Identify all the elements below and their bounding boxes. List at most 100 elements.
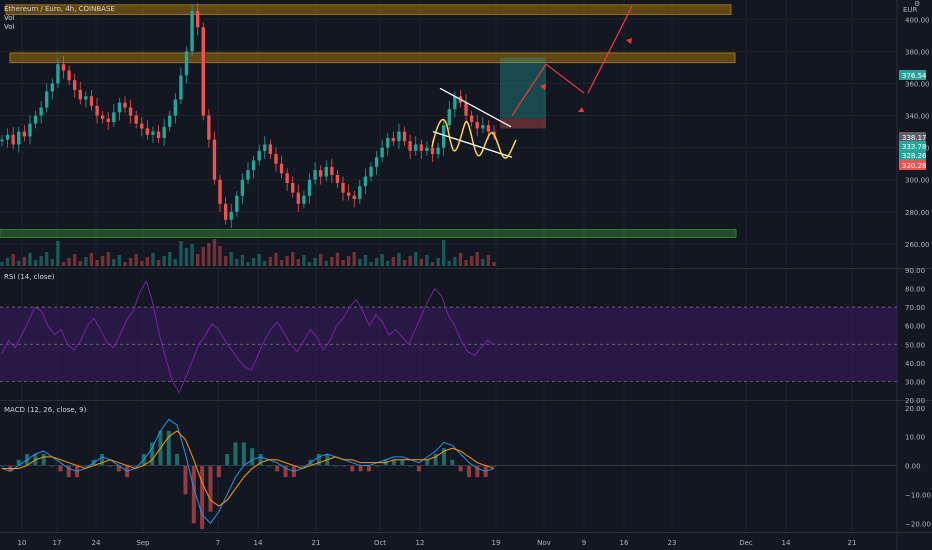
volume-bar xyxy=(386,261,390,266)
macd-histogram-bar xyxy=(283,465,288,478)
volume-bar xyxy=(223,256,228,266)
volume-bar xyxy=(229,252,233,266)
price-badge-label: 333.78 xyxy=(902,143,927,151)
arrow-down xyxy=(545,63,585,94)
volume-bar xyxy=(291,252,295,266)
candle-body xyxy=(414,144,418,151)
candle-body xyxy=(162,126,166,139)
volume-bar xyxy=(11,254,15,266)
time-tick-label: 21 xyxy=(312,539,321,547)
candle-body xyxy=(330,166,334,175)
candle-body xyxy=(341,182,345,193)
candle-body xyxy=(274,154,278,164)
candle-body xyxy=(425,147,429,151)
candle-body xyxy=(307,179,312,196)
candle-body xyxy=(100,115,105,119)
volume-bar xyxy=(134,254,138,266)
macd-tick-label: −20.00 xyxy=(905,520,931,528)
candle-body xyxy=(391,138,396,142)
volume-bar xyxy=(28,253,32,266)
macd-title: MACD (12, 26, close, 9) xyxy=(4,406,87,414)
volume-bar xyxy=(240,255,245,266)
volume-bar xyxy=(341,260,345,266)
volume-bar xyxy=(17,261,21,266)
candle-body xyxy=(442,125,446,148)
price-badge xyxy=(899,141,926,151)
candle-body xyxy=(447,109,451,126)
candle-body xyxy=(486,125,491,132)
time-tick-label: 24 xyxy=(92,539,101,547)
candle-body xyxy=(263,144,267,151)
macd-histogram-bar xyxy=(208,465,213,512)
volume-label-2: Vol xyxy=(4,23,15,31)
macd-histogram-bar xyxy=(150,442,155,466)
arrow-head-2 xyxy=(578,107,584,112)
volume-bar xyxy=(95,260,99,266)
candle-body xyxy=(67,70,71,81)
candle-body xyxy=(419,144,423,151)
candle-body xyxy=(73,80,77,90)
currency-label[interactable]: EUR xyxy=(903,6,918,14)
volume-bar xyxy=(218,246,222,266)
candle-body xyxy=(246,170,250,180)
candle-body xyxy=(386,138,390,148)
candle-body xyxy=(196,11,200,28)
candle-body xyxy=(335,174,340,183)
volume-bar xyxy=(33,260,38,266)
volume-bar xyxy=(235,259,239,266)
volume-bar xyxy=(335,253,340,266)
macd-histogram-bar xyxy=(358,465,363,472)
macd-tick-label: 0.00 xyxy=(905,463,921,471)
candle-body xyxy=(453,96,457,110)
wedge-upper-line xyxy=(439,87,512,128)
price-tick-label: 400.00 xyxy=(905,16,930,24)
candle-body xyxy=(117,102,122,113)
candle-body xyxy=(229,211,233,220)
macd-histogram-bar xyxy=(466,465,471,478)
macd-histogram-bar xyxy=(175,454,180,466)
arrow-up-1 xyxy=(511,63,547,116)
price-tick-label: 380.00 xyxy=(905,48,930,56)
candle-body xyxy=(106,118,110,122)
candle-body xyxy=(156,131,161,139)
volume-bar xyxy=(330,257,334,266)
time-tick-label: 10 xyxy=(18,539,27,547)
volume-bar xyxy=(302,255,306,266)
volume-bar xyxy=(352,252,356,266)
volume-bar xyxy=(56,241,60,266)
volume-bar xyxy=(173,259,177,266)
candle-body xyxy=(279,163,284,174)
price-badge xyxy=(899,132,926,142)
candle-body xyxy=(346,192,351,196)
volume-bar xyxy=(363,255,368,266)
volume-bar xyxy=(89,253,94,266)
price-tick-label: 340.00 xyxy=(905,113,930,121)
time-tick-label: Sep xyxy=(136,539,150,547)
volume-bar xyxy=(419,259,423,266)
candle-body xyxy=(61,64,66,71)
volume-bar xyxy=(78,261,82,266)
macd-histogram-bar xyxy=(191,465,196,524)
volume-bar xyxy=(453,257,457,266)
volume-bar xyxy=(436,258,440,266)
support-zone xyxy=(0,228,737,239)
upper-resistance-zone xyxy=(5,4,732,15)
candle-body xyxy=(0,139,4,142)
price-badge xyxy=(899,160,926,170)
volume-bar xyxy=(73,254,77,266)
candle-body xyxy=(430,147,435,155)
candle-body xyxy=(296,192,300,204)
macd-histogram-bar xyxy=(275,465,280,472)
gear-icon[interactable]: ⚙ xyxy=(914,0,921,8)
volume-bar xyxy=(117,255,122,266)
candle-body xyxy=(39,107,43,116)
candle-body xyxy=(45,91,49,108)
candle-body xyxy=(17,131,21,145)
volume-bar xyxy=(475,252,479,266)
macd-histogram-bar xyxy=(200,465,205,530)
volume-bar xyxy=(279,260,284,266)
volume-bar xyxy=(492,262,496,266)
volume-bar xyxy=(145,257,150,266)
candle-body xyxy=(95,105,99,116)
